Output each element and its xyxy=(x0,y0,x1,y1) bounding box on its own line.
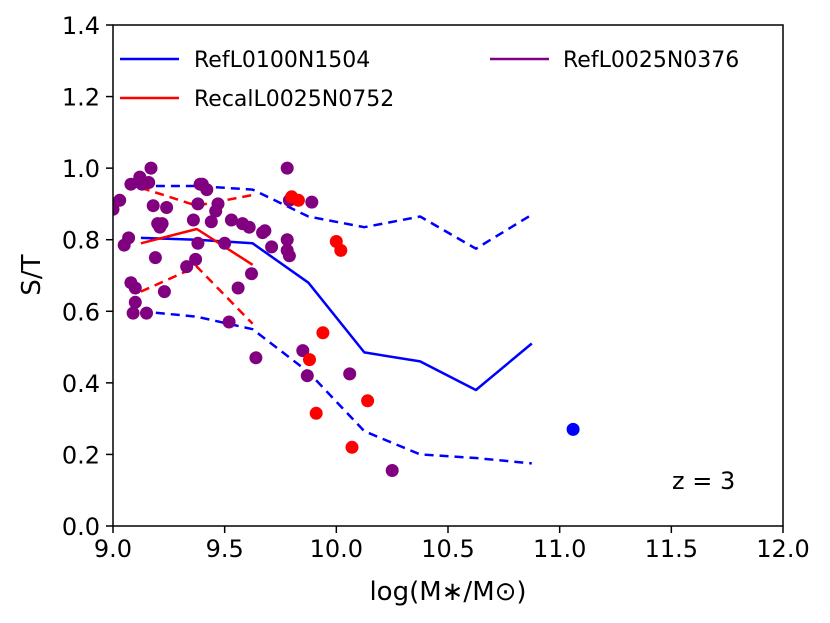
y-tick-label: 0.2 xyxy=(62,441,100,469)
y-tick-label: 0.8 xyxy=(62,227,100,255)
series-line-4 xyxy=(140,186,253,207)
data-point-0 xyxy=(245,267,258,281)
data-point-0 xyxy=(128,295,142,309)
data-point-0 xyxy=(204,215,218,229)
data-point-1 xyxy=(291,193,305,207)
series-line-2 xyxy=(140,310,532,465)
x-tick-label: 9.5 xyxy=(206,535,244,563)
x-axis-label: log(M∗/M⊙) xyxy=(369,577,526,607)
y-tick-label: 1.0 xyxy=(62,155,100,183)
data-point-0 xyxy=(157,285,171,299)
legend-label-ref25: RefL0025N0376 xyxy=(563,48,739,73)
data-point-0 xyxy=(124,177,138,191)
y-tick-label: 0.6 xyxy=(62,298,100,326)
data-point-1 xyxy=(303,353,316,367)
data-point-0 xyxy=(300,369,314,383)
y-tick-label: 1.4 xyxy=(62,12,100,40)
y-tick-label: 0.0 xyxy=(62,513,100,541)
data-point-1 xyxy=(345,440,359,454)
y-tick-label: 1.2 xyxy=(62,84,100,112)
data-point-0 xyxy=(242,220,256,234)
data-point-0 xyxy=(128,281,142,295)
data-point-0 xyxy=(189,252,203,266)
x-tick-label: 11.5 xyxy=(645,535,698,563)
data-point-0 xyxy=(385,464,399,477)
data-point-0 xyxy=(296,344,310,358)
data-point-0 xyxy=(191,236,205,250)
data-point-0 xyxy=(142,176,156,189)
data-point-0 xyxy=(231,281,245,295)
redshift-annotation: z = 3 xyxy=(672,467,735,495)
data-point-1 xyxy=(309,406,323,420)
data-point-0 xyxy=(122,231,136,245)
x-tick-label: 10.0 xyxy=(310,535,363,563)
data-point-0 xyxy=(160,201,174,214)
data-point-0 xyxy=(113,193,127,207)
data-point-1 xyxy=(334,243,348,257)
data-point-0 xyxy=(258,224,272,238)
data-point-0 xyxy=(144,161,158,175)
legend: RefL0100N1504 RecalL0025N0752 RefL0025N0… xyxy=(120,48,739,112)
plot-area xyxy=(113,161,580,477)
data-point-0 xyxy=(148,251,162,265)
data-point-0 xyxy=(280,161,294,175)
x-tick-label: 11.0 xyxy=(533,535,586,563)
legend-label-ref100: RefL0100N1504 xyxy=(194,48,370,73)
data-point-0 xyxy=(280,233,294,247)
data-point-0 xyxy=(191,197,205,211)
data-point-0 xyxy=(265,240,279,254)
data-point-0 xyxy=(140,306,153,320)
data-point-0 xyxy=(186,213,200,227)
data-point-0 xyxy=(222,315,236,329)
data-point-0 xyxy=(146,199,160,213)
x-tick-label: 10.5 xyxy=(421,535,474,563)
data-point-0 xyxy=(126,306,140,320)
data-point-0 xyxy=(218,236,232,250)
data-point-0 xyxy=(155,217,169,231)
data-point-0 xyxy=(282,249,296,263)
x-tick-label: 12.0 xyxy=(756,535,809,563)
data-point-0 xyxy=(211,197,225,211)
series-line-5 xyxy=(140,265,254,325)
axes: 9.0 9.5 10.0 10.5 11.0 11.5 12.0 0.0 0.2 0.4 0.6 0.… xyxy=(62,12,810,563)
series-line-3 xyxy=(140,227,254,266)
data-point-0 xyxy=(224,213,238,227)
legend-label-recal: RecalL0025N0752 xyxy=(194,87,394,112)
data-point-1 xyxy=(361,394,375,408)
x-tick-label: 9.0 xyxy=(94,535,132,563)
data-point-0 xyxy=(180,260,194,274)
data-point-0 xyxy=(200,183,214,197)
data-point-0 xyxy=(343,367,357,381)
data-point-0 xyxy=(305,195,319,209)
series-line-0 xyxy=(140,236,533,392)
y-axis-label: S/T xyxy=(17,254,47,295)
data-point-2 xyxy=(566,422,580,436)
data-point-0 xyxy=(249,351,263,365)
y-tick-label: 0.4 xyxy=(62,370,100,398)
data-point-1 xyxy=(316,326,330,340)
